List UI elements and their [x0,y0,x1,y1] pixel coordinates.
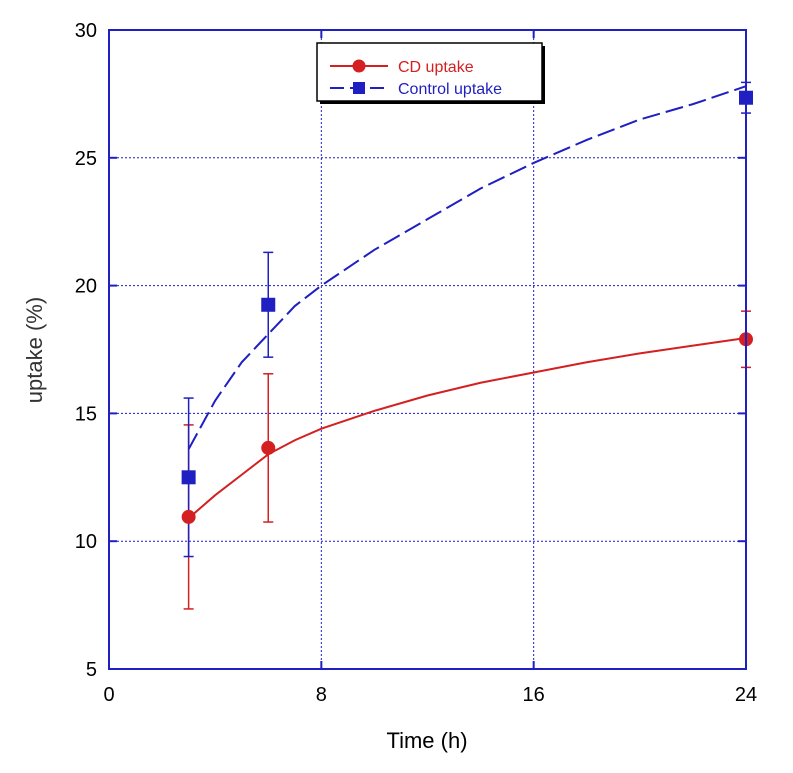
legend-label-control: Control uptake [398,81,502,98]
y-tick-label: 5 [86,659,97,681]
data-point-control [181,470,196,485]
legend-marker-cd [352,59,366,73]
y-tick-label: 20 [75,276,97,298]
y-axis-label: uptake (%) [22,297,47,403]
data-point-cd [261,440,276,455]
x-tick-label: 0 [103,684,114,706]
x-tick-label: 24 [735,684,757,706]
x-tick-label: 16 [523,684,545,706]
fit-curve-control [187,85,747,450]
fit-curve-cd [187,337,747,519]
data-point-cd [181,509,196,524]
y-tick-label: 15 [75,403,97,425]
point-layer [181,90,753,524]
y-tick-label: 30 [75,20,97,42]
plot-frame [108,29,747,670]
data-point-control [261,297,276,312]
x-axis-label: Time (h) [386,728,467,753]
y-tick-label: 10 [75,531,97,553]
fit-layer [187,85,747,519]
legend-label-cd: CD uptake [398,59,474,76]
y-tick-label: 25 [75,148,97,170]
error-bar-layer [183,81,751,610]
legend-marker-control [353,82,365,94]
tick-layer: 5 10 15 20 25 30 0 8 16 24 [75,20,757,706]
x-tick-label: 8 [316,684,327,706]
grid-layer [109,30,746,669]
legend: CD uptake Control uptake [316,42,545,104]
